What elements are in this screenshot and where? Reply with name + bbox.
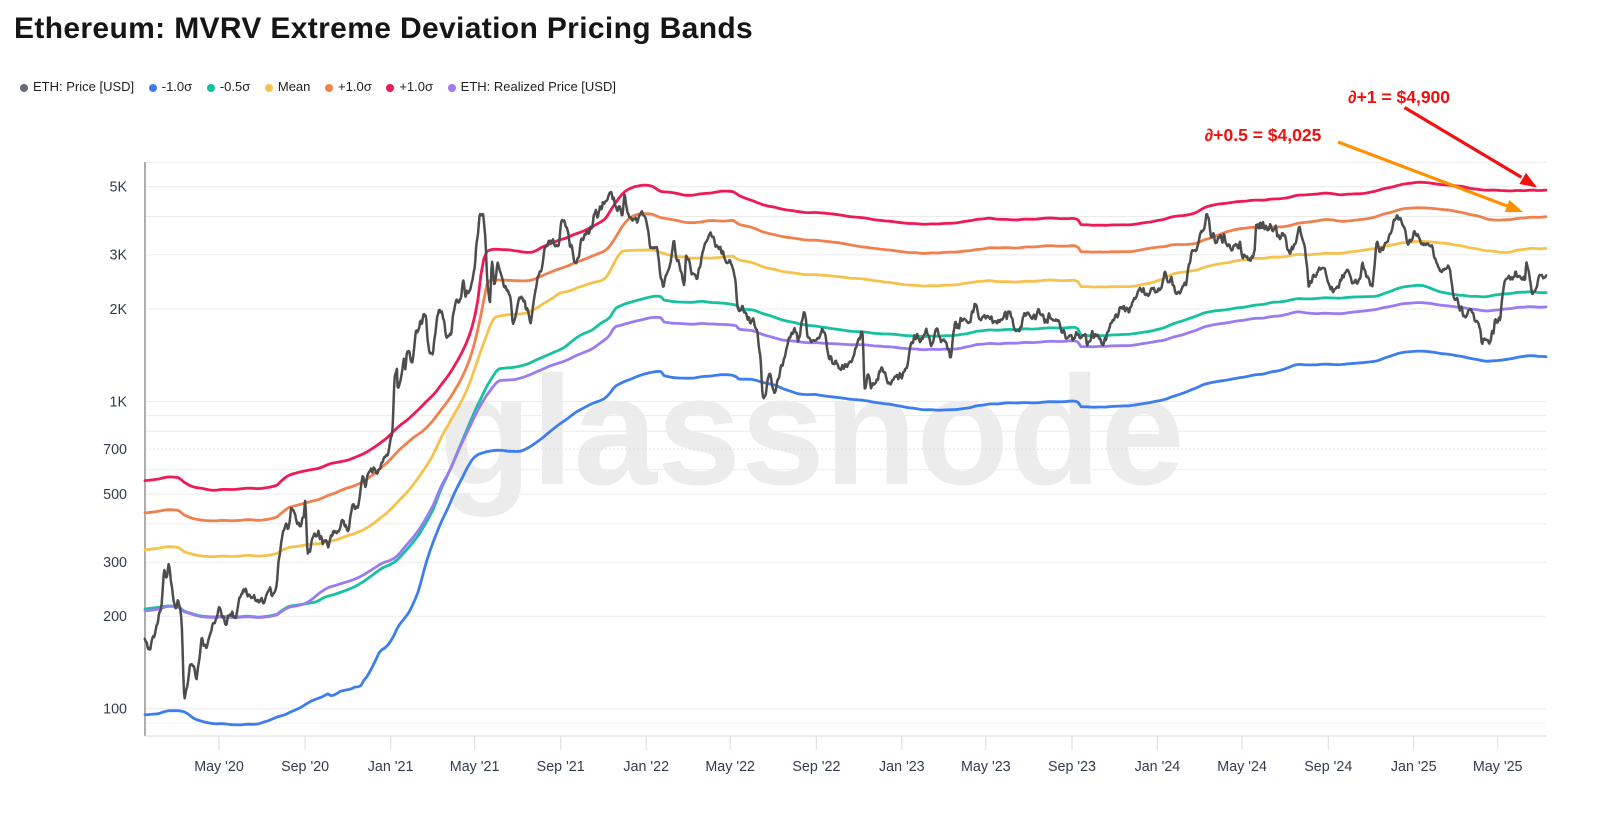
svg-text:Sep '20: Sep '20 xyxy=(281,759,329,775)
svg-text:700: 700 xyxy=(103,442,127,458)
svg-text:Jan '23: Jan '23 xyxy=(879,759,925,775)
svg-text:Jan '24: Jan '24 xyxy=(1135,759,1181,775)
svg-text:2K: 2K xyxy=(110,302,128,318)
svg-text:glassnode: glassnode xyxy=(440,344,1185,517)
svg-text:∂+0.5 = $4,025: ∂+0.5 = $4,025 xyxy=(1205,125,1322,145)
svg-text:100: 100 xyxy=(103,702,127,718)
svg-text:5K: 5K xyxy=(110,180,128,196)
svg-text:Jan '25: Jan '25 xyxy=(1391,759,1437,775)
svg-text:Jan '21: Jan '21 xyxy=(368,759,414,775)
svg-text:May '22: May '22 xyxy=(705,759,755,775)
svg-text:1K: 1K xyxy=(110,394,128,410)
svg-text:Jan '22: Jan '22 xyxy=(623,759,669,775)
svg-text:May '21: May '21 xyxy=(450,759,500,775)
svg-text:200: 200 xyxy=(103,609,127,625)
svg-text:Sep '24: Sep '24 xyxy=(1304,759,1352,775)
svg-text:∂+1 = $4,900: ∂+1 = $4,900 xyxy=(1348,87,1450,107)
svg-text:Sep '23: Sep '23 xyxy=(1048,759,1096,775)
svg-text:Sep '22: Sep '22 xyxy=(792,759,840,775)
svg-text:3K: 3K xyxy=(110,248,128,264)
svg-text:300: 300 xyxy=(103,555,127,571)
svg-text:May '25: May '25 xyxy=(1473,759,1523,775)
svg-text:Sep '21: Sep '21 xyxy=(537,759,585,775)
svg-text:May '23: May '23 xyxy=(961,759,1011,775)
svg-text:May '24: May '24 xyxy=(1217,759,1267,775)
svg-text:May '20: May '20 xyxy=(194,759,244,775)
svg-text:500: 500 xyxy=(103,487,127,503)
